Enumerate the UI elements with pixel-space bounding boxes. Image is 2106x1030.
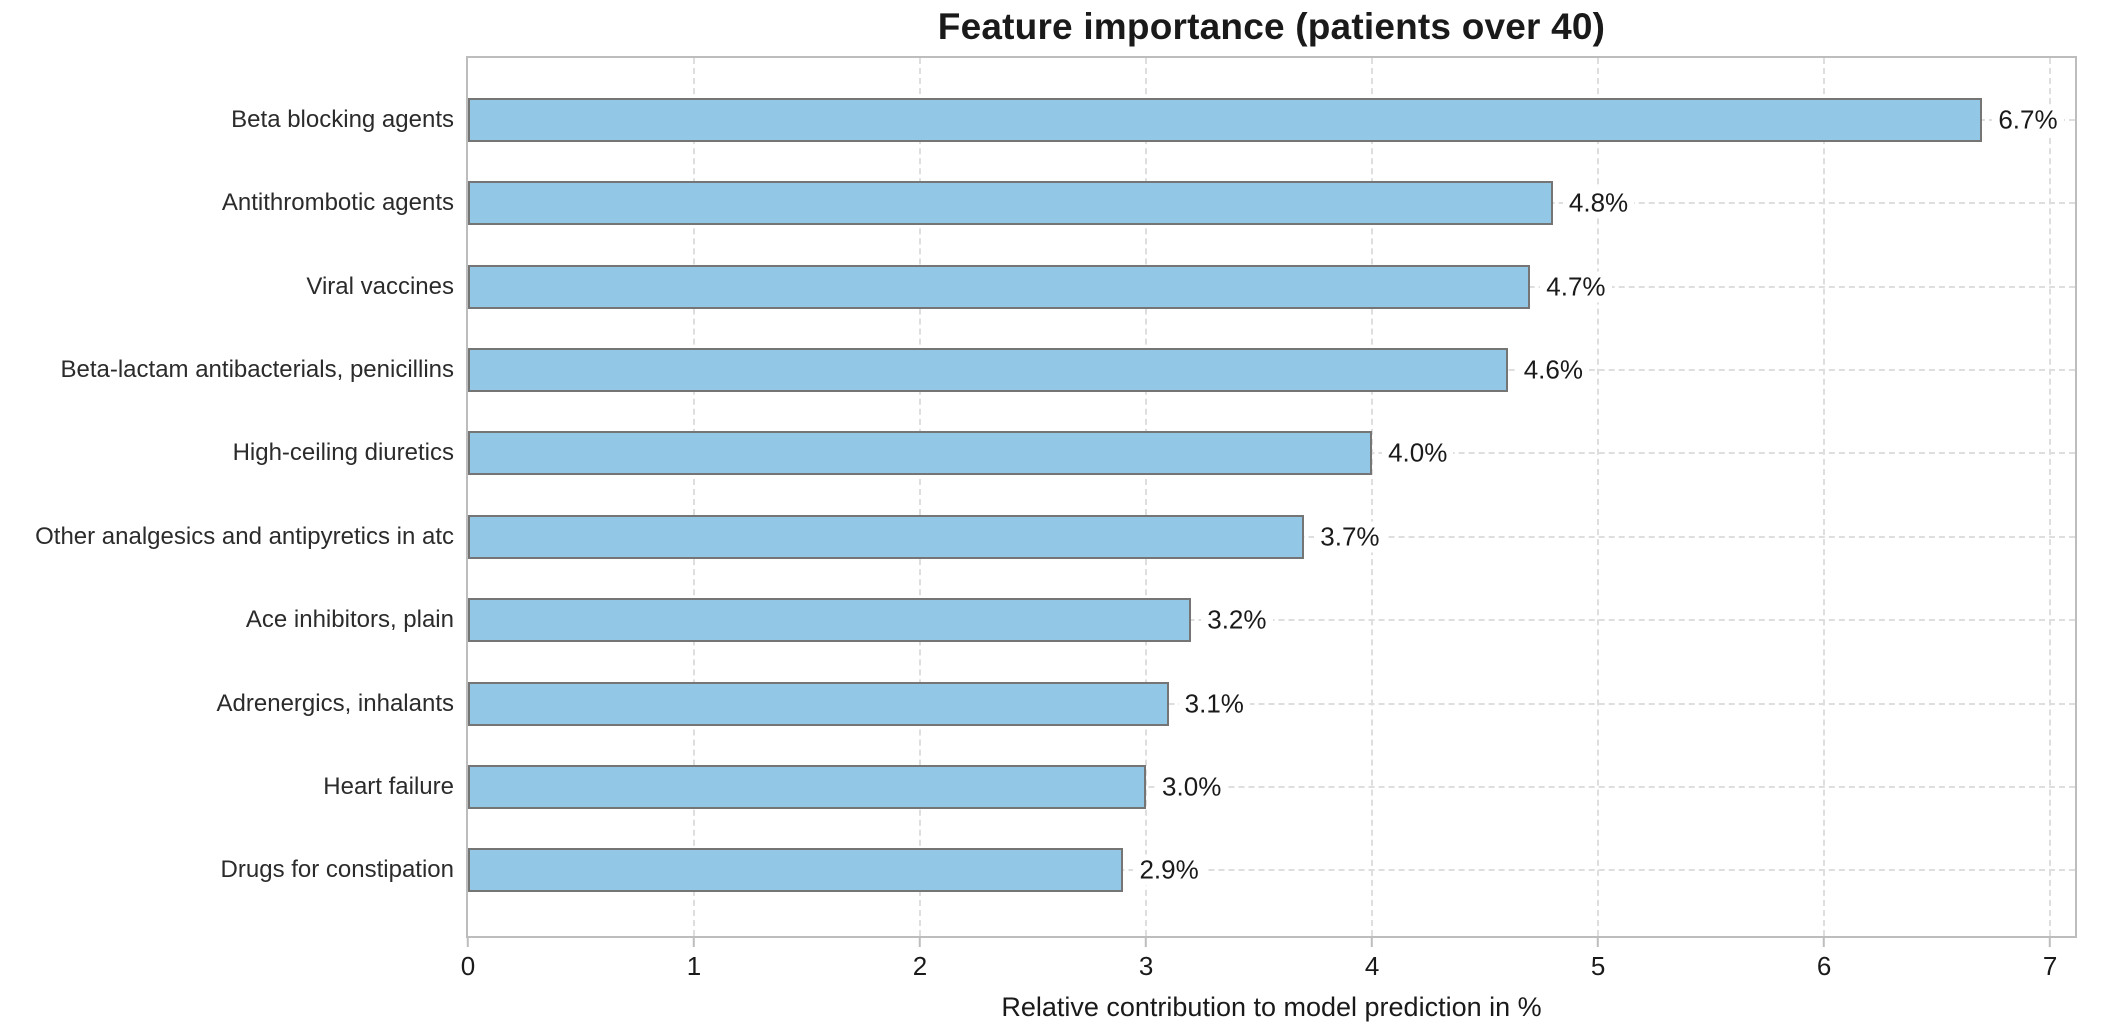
- bar: [468, 514, 1305, 559]
- vertical-gridline: [1371, 58, 1374, 936]
- bar-value-label: 4.7%: [1540, 271, 1612, 303]
- bar-value-label: 3.7%: [1314, 521, 1386, 553]
- bar: [468, 598, 1192, 643]
- bar-value-label: 4.6%: [1517, 354, 1589, 386]
- bar-value-label: 6.7%: [1992, 104, 2064, 136]
- x-tick-mark: [2049, 938, 2052, 947]
- x-tick-label: 2: [912, 951, 928, 981]
- x-tick-label: 4: [1364, 951, 1380, 981]
- bar-value-label: 3.0%: [1156, 771, 1228, 803]
- bar-value-label: 4.8%: [1562, 187, 1635, 219]
- bar-row: Other analgesics and antipyretics in atc…: [35, 495, 2075, 578]
- category-label: High-ceiling diuretics: [232, 439, 454, 467]
- bar: [468, 97, 1983, 142]
- x-tick-mark: [1145, 938, 1148, 947]
- category-label: Adrenergics, inhalants: [216, 689, 454, 717]
- x-axis-ticks: 0 1 2 3 4 5 6 7: [461, 938, 2075, 998]
- plot-area: Beta blocking agents 6.7% Antithrombotic a…: [35, 56, 2077, 938]
- x-tick: 3: [1139, 938, 1153, 982]
- vertical-gridline: [2049, 58, 2052, 936]
- bar: [468, 181, 1553, 226]
- bar-row: Antithrombotic agents 4.8%: [222, 161, 2075, 244]
- x-tick-label: 1: [686, 951, 702, 981]
- bar-row: Adrenergics, inhalants 3.1%: [217, 662, 2075, 745]
- bar-row: Beta blocking agents 6.7%: [231, 78, 2075, 161]
- bar: [468, 848, 1124, 893]
- bar: [468, 681, 1169, 726]
- bar-row: Heart failure 3.0%: [323, 745, 2075, 828]
- x-tick: 0: [461, 938, 475, 982]
- x-tick-mark: [1371, 938, 1374, 947]
- x-tick: 7: [2043, 938, 2057, 982]
- x-tick: 6: [1817, 938, 1831, 982]
- x-tick-label: 5: [1590, 951, 1606, 981]
- x-tick-label: 0: [460, 951, 476, 981]
- category-label: Antithrombotic agents: [221, 189, 454, 217]
- vertical-gridline: [1823, 58, 1826, 936]
- vertical-gridline: [693, 58, 696, 936]
- gridline-layer: [468, 58, 2075, 936]
- bar-rows: Beta blocking agents 6.7% Antithrombotic a…: [35, 78, 2075, 912]
- x-tick-mark: [467, 938, 469, 947]
- x-tick: 5: [1591, 938, 1605, 982]
- category-label: Beta-lactam antibacterials, penicillins: [60, 355, 454, 383]
- bar-row: Drugs for constipation 2.9%: [221, 829, 2075, 912]
- x-axis-label: Relative contribution to model predictio…: [1001, 992, 1542, 1022]
- category-label: Other analgesics and antipyretics in atc: [35, 522, 454, 550]
- horizontal-gridline: [468, 785, 2075, 788]
- bar: [468, 431, 1373, 476]
- x-tick-mark: [1597, 938, 1600, 947]
- category-label: Heart failure: [323, 772, 454, 800]
- x-tick: 2: [913, 938, 927, 982]
- bar-value-label: 3.1%: [1178, 688, 1250, 720]
- x-tick-label: 6: [1816, 951, 1832, 981]
- bar-row: Viral vaccines 4.7%: [306, 245, 2075, 328]
- category-label: Ace inhibitors, plain: [245, 606, 454, 634]
- x-tick-mark: [1823, 938, 1826, 947]
- x-tick-label: 7: [2042, 951, 2058, 981]
- bar: [468, 347, 1508, 392]
- vertical-gridline: [1145, 58, 1148, 936]
- x-tick-mark: [919, 938, 922, 947]
- bar-value-label: 3.2%: [1201, 604, 1273, 636]
- bar-row: Ace inhibitors, plain 3.2%: [246, 578, 2075, 661]
- vertical-gridline: [1597, 58, 1600, 936]
- chart-title: Feature importance (patients over 40): [937, 6, 1606, 47]
- bar-value-label: 2.9%: [1133, 854, 1205, 886]
- bar-row: High-ceiling diuretics 4.0%: [233, 412, 2075, 495]
- x-tick: 4: [1365, 938, 1379, 982]
- bar: [468, 264, 1531, 309]
- x-tick-mark: [693, 938, 696, 947]
- bar-row: Beta-lactam antibacterials, penicillins 4…: [60, 328, 2075, 411]
- bar: [468, 764, 1147, 809]
- category-label: Drugs for constipation: [220, 856, 454, 884]
- horizontal-gridline: [468, 702, 2075, 705]
- vertical-gridline: [919, 58, 922, 936]
- x-tick-label: 3: [1138, 951, 1154, 981]
- x-tick: 1: [687, 938, 701, 982]
- bar-value-label: 4.0%: [1382, 437, 1454, 469]
- category-label: Beta blocking agents: [231, 105, 454, 133]
- horizontal-gridline: [468, 869, 2075, 872]
- category-label: Viral vaccines: [306, 272, 454, 300]
